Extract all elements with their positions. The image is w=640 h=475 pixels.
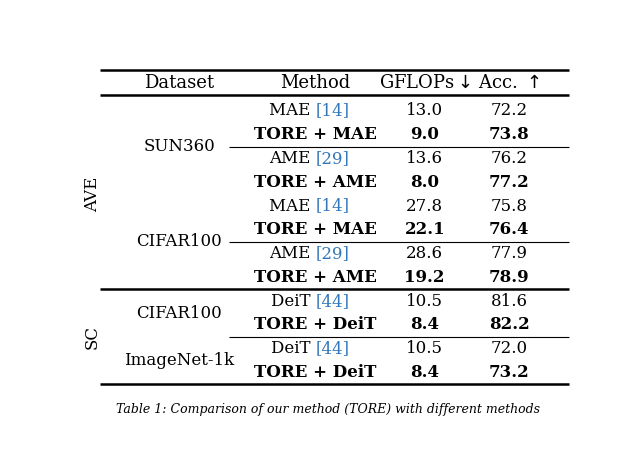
Text: [14]: [14] bbox=[316, 103, 349, 119]
Text: CIFAR100: CIFAR100 bbox=[136, 304, 222, 322]
Text: AME: AME bbox=[269, 245, 316, 262]
Text: [44]: [44] bbox=[316, 293, 349, 310]
Text: Table 1: Comparison of our method (TORE) with different methods: Table 1: Comparison of our method (TORE)… bbox=[116, 403, 540, 417]
Text: Method: Method bbox=[280, 74, 351, 92]
Text: 27.8: 27.8 bbox=[406, 198, 444, 215]
Text: AME: AME bbox=[269, 150, 316, 167]
Text: MAE [14]: MAE [14] bbox=[275, 103, 356, 119]
Text: 22.1: 22.1 bbox=[404, 221, 445, 238]
Text: SUN360: SUN360 bbox=[143, 138, 215, 155]
Text: 10.5: 10.5 bbox=[406, 340, 444, 357]
Text: DeiT [44]: DeiT [44] bbox=[276, 293, 355, 310]
Text: 75.8: 75.8 bbox=[490, 198, 527, 215]
Text: 78.9: 78.9 bbox=[489, 269, 529, 286]
Text: TORE + MAE: TORE + MAE bbox=[254, 221, 377, 238]
Text: DeiT: DeiT bbox=[271, 340, 316, 357]
Text: 72.2: 72.2 bbox=[490, 103, 527, 119]
Text: TORE + AME: TORE + AME bbox=[254, 269, 377, 286]
Text: MAE: MAE bbox=[269, 103, 316, 119]
Text: 28.6: 28.6 bbox=[406, 245, 444, 262]
Text: 82.2: 82.2 bbox=[489, 316, 529, 333]
Text: 77.9: 77.9 bbox=[490, 245, 527, 262]
Text: TORE + DeiT: TORE + DeiT bbox=[255, 316, 377, 333]
Text: 19.2: 19.2 bbox=[404, 269, 445, 286]
Text: MAE [14]: MAE [14] bbox=[275, 198, 356, 215]
Text: Acc.$\ \uparrow$: Acc.$\ \uparrow$ bbox=[478, 74, 540, 92]
Text: TORE + DeiT: TORE + DeiT bbox=[255, 364, 377, 381]
Text: 13.0: 13.0 bbox=[406, 103, 444, 119]
Text: MAE: MAE bbox=[269, 198, 316, 215]
Text: 73.8: 73.8 bbox=[489, 126, 529, 143]
Text: TORE + MAE: TORE + MAE bbox=[254, 126, 377, 143]
Text: [44]: [44] bbox=[316, 340, 349, 357]
Text: AME [29]: AME [29] bbox=[275, 245, 356, 262]
Text: ImageNet-1k: ImageNet-1k bbox=[124, 352, 234, 369]
Text: AME [29]: AME [29] bbox=[275, 150, 356, 167]
Text: TORE + AME: TORE + AME bbox=[254, 174, 377, 191]
Text: AVE: AVE bbox=[84, 177, 101, 212]
Text: 76.4: 76.4 bbox=[489, 221, 529, 238]
Text: CIFAR100: CIFAR100 bbox=[136, 233, 222, 250]
Text: 9.0: 9.0 bbox=[410, 126, 439, 143]
Text: 81.6: 81.6 bbox=[490, 293, 527, 310]
Text: Dataset: Dataset bbox=[144, 74, 214, 92]
Text: [29]: [29] bbox=[316, 245, 349, 262]
Text: [14]: [14] bbox=[316, 198, 349, 215]
Text: 8.0: 8.0 bbox=[410, 174, 439, 191]
Text: 72.0: 72.0 bbox=[490, 340, 527, 357]
Text: GFLOPs$\downarrow$: GFLOPs$\downarrow$ bbox=[379, 74, 470, 92]
Text: DeiT [44]: DeiT [44] bbox=[276, 340, 355, 357]
Text: 10.5: 10.5 bbox=[406, 293, 444, 310]
Text: DeiT: DeiT bbox=[271, 293, 316, 310]
Text: 8.4: 8.4 bbox=[410, 364, 439, 381]
Text: 73.2: 73.2 bbox=[489, 364, 529, 381]
Text: 77.2: 77.2 bbox=[489, 174, 529, 191]
Text: 13.6: 13.6 bbox=[406, 150, 444, 167]
Text: SC: SC bbox=[84, 325, 101, 349]
Text: 8.4: 8.4 bbox=[410, 316, 439, 333]
Text: [29]: [29] bbox=[316, 150, 349, 167]
Text: 76.2: 76.2 bbox=[490, 150, 527, 167]
